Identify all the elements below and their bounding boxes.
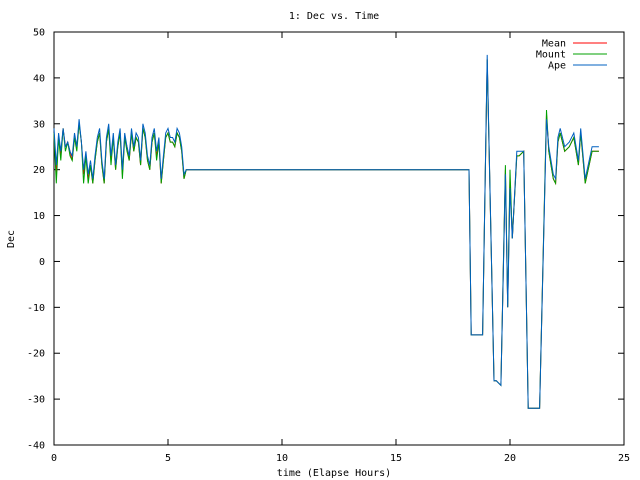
plot-series <box>53 54 599 409</box>
y-axis: -40 -30 -20 -10 0 10 20 30 40 50 <box>27 28 624 452</box>
x-axis: 0 5 10 15 20 25 <box>51 32 630 464</box>
y-tick-label: 10 <box>33 211 45 222</box>
y-tick-label: 30 <box>33 119 45 130</box>
x-tick-label: 25 <box>618 453 630 464</box>
x-tick-label: 10 <box>276 453 288 464</box>
chart-title: 1: Dec vs. Time <box>289 11 379 22</box>
x-tick-label: 15 <box>390 453 402 464</box>
plot-area-frame <box>53 31 625 446</box>
series-line-mount <box>53 59 599 409</box>
y-tick-label: 20 <box>33 165 45 176</box>
legend-label-ape: Ape <box>548 61 566 72</box>
y-axis-label: Dec <box>6 230 17 248</box>
legend-label-mean: Mean <box>542 39 566 50</box>
y-tick-label: 0 <box>39 257 45 268</box>
x-axis-label: time (Elapse Hours) <box>277 468 391 479</box>
y-tick-label: -30 <box>27 395 45 406</box>
legend-label-mount: Mount <box>536 50 566 61</box>
y-tick-label: -20 <box>27 349 45 360</box>
y-tick-label: -40 <box>27 441 45 452</box>
y-tick-label: 50 <box>33 28 45 39</box>
x-tick-label: 20 <box>504 453 516 464</box>
series-line-ape <box>53 54 599 409</box>
x-tick-label: 5 <box>165 453 171 464</box>
series-line-mean <box>53 59 599 409</box>
y-tick-label: 40 <box>33 73 45 84</box>
y-tick-label: -10 <box>27 303 45 314</box>
x-tick-label: 0 <box>51 453 57 464</box>
